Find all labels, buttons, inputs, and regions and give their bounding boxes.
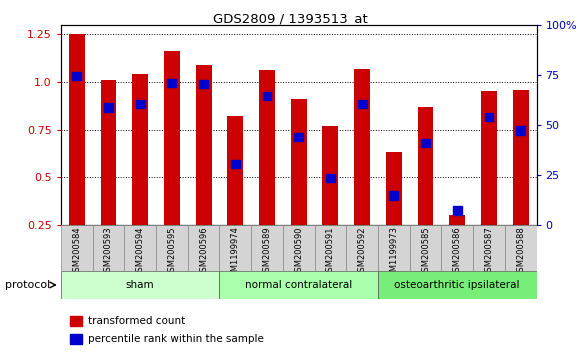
Text: GSM200592: GSM200592 bbox=[358, 226, 367, 277]
Text: GDS2809 / 1393513_at: GDS2809 / 1393513_at bbox=[213, 12, 367, 25]
Bar bbox=[136, 99, 144, 108]
Text: GSM200587: GSM200587 bbox=[484, 226, 494, 277]
Bar bbox=[322, 126, 338, 273]
Bar bbox=[354, 69, 370, 273]
Bar bbox=[378, 225, 409, 271]
Bar bbox=[450, 215, 465, 273]
Bar bbox=[326, 174, 335, 182]
Text: GSM200591: GSM200591 bbox=[326, 226, 335, 277]
Text: GSM1199974: GSM1199974 bbox=[231, 226, 240, 282]
Bar bbox=[346, 225, 378, 271]
Bar bbox=[104, 103, 113, 112]
Bar bbox=[263, 92, 271, 101]
Text: GSM200596: GSM200596 bbox=[199, 226, 208, 277]
Text: GSM200595: GSM200595 bbox=[168, 226, 176, 277]
Bar bbox=[314, 225, 346, 271]
Bar bbox=[505, 225, 536, 271]
Bar bbox=[231, 160, 240, 168]
Bar bbox=[70, 316, 82, 326]
Bar bbox=[199, 80, 208, 88]
Text: GSM200588: GSM200588 bbox=[516, 226, 525, 277]
Bar bbox=[251, 225, 283, 271]
Text: GSM200593: GSM200593 bbox=[104, 226, 113, 277]
Text: osteoarthritic ipsilateral: osteoarthritic ipsilateral bbox=[394, 280, 520, 290]
Bar bbox=[358, 99, 367, 108]
Bar bbox=[219, 271, 378, 299]
Text: percentile rank within the sample: percentile rank within the sample bbox=[89, 334, 264, 344]
Text: sham: sham bbox=[126, 280, 154, 290]
Bar bbox=[61, 271, 219, 299]
Bar bbox=[227, 116, 243, 273]
Bar bbox=[156, 225, 188, 271]
Bar bbox=[453, 206, 462, 215]
Bar bbox=[93, 225, 124, 271]
Bar bbox=[418, 107, 433, 273]
Text: GSM1199973: GSM1199973 bbox=[389, 226, 398, 282]
Text: GSM200590: GSM200590 bbox=[294, 226, 303, 277]
Bar bbox=[168, 79, 176, 87]
Text: transformed count: transformed count bbox=[89, 316, 186, 326]
Text: GSM200584: GSM200584 bbox=[72, 226, 81, 277]
Text: GSM200585: GSM200585 bbox=[421, 226, 430, 277]
Bar bbox=[441, 225, 473, 271]
Text: GSM200594: GSM200594 bbox=[136, 226, 144, 277]
Bar bbox=[473, 225, 505, 271]
Bar bbox=[69, 34, 85, 273]
Bar bbox=[195, 65, 212, 273]
Bar bbox=[100, 80, 117, 273]
Bar bbox=[72, 72, 81, 80]
Bar bbox=[484, 113, 494, 121]
Text: GSM200586: GSM200586 bbox=[453, 226, 462, 277]
Text: GSM200589: GSM200589 bbox=[263, 226, 271, 277]
Bar bbox=[421, 139, 430, 147]
Bar bbox=[378, 271, 536, 299]
Bar bbox=[513, 90, 528, 273]
Bar bbox=[516, 126, 525, 135]
Bar bbox=[70, 334, 82, 344]
Text: protocol: protocol bbox=[5, 280, 50, 290]
Bar bbox=[188, 225, 219, 271]
Bar bbox=[386, 153, 402, 273]
Bar bbox=[409, 225, 441, 271]
Bar bbox=[219, 225, 251, 271]
Bar bbox=[124, 225, 156, 271]
Bar bbox=[259, 70, 275, 273]
Bar bbox=[389, 191, 398, 200]
Bar bbox=[481, 91, 497, 273]
Bar bbox=[61, 225, 93, 271]
Bar bbox=[164, 51, 180, 273]
Bar bbox=[291, 99, 307, 273]
Bar bbox=[283, 225, 314, 271]
Bar bbox=[132, 74, 148, 273]
Text: normal contralateral: normal contralateral bbox=[245, 280, 352, 290]
Bar bbox=[294, 133, 303, 142]
